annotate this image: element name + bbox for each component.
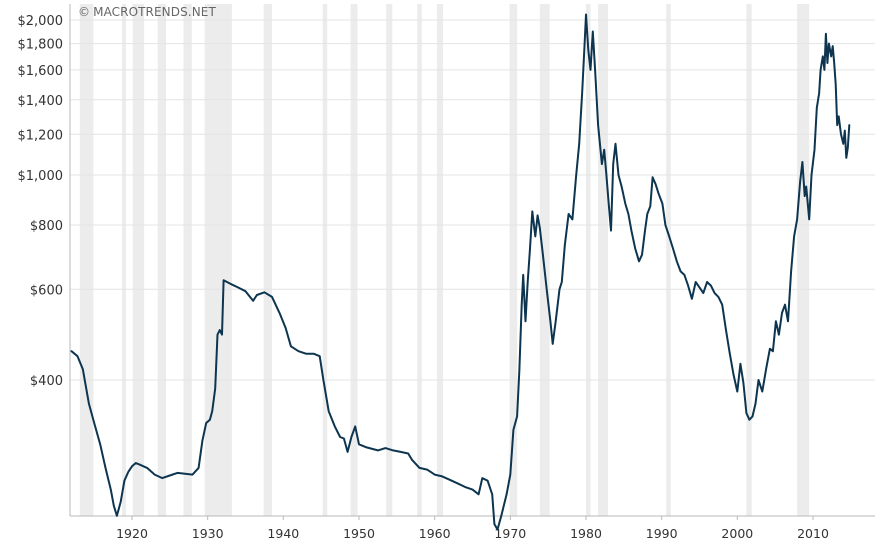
series-line [70, 13, 851, 531]
y-tick-label: $1,200 [18, 128, 64, 143]
recession-band [436, 4, 443, 516]
recession-band [586, 4, 591, 516]
x-tick-label: 2000 [721, 526, 753, 541]
recession-band [598, 4, 608, 516]
recession-band [263, 4, 272, 516]
y-tick-label: $1,000 [18, 169, 64, 184]
recession-band [509, 4, 518, 516]
watermark-text: MACROTRENDS.NET [93, 5, 216, 19]
copyright-symbol: © [78, 5, 91, 19]
recession-band [797, 4, 810, 516]
recession-band [122, 4, 126, 516]
y-tick-label: $600 [30, 283, 63, 298]
x-tick-label: 1920 [116, 526, 148, 541]
watermark: © MACROTRENDS.NET [78, 5, 216, 19]
x-tick-label: 1980 [570, 526, 602, 541]
y-tick-label: $1,800 [18, 38, 64, 53]
y-tick-label: $2,000 [18, 14, 64, 29]
recession-band [132, 4, 145, 516]
recession-band [350, 4, 358, 516]
recession-band [386, 4, 393, 516]
y-tick-label: $1,400 [18, 94, 64, 109]
x-tick-label: 1990 [646, 526, 678, 541]
x-tick-label: 1940 [267, 526, 299, 541]
recession-band [157, 4, 167, 516]
y-tick-label: $800 [30, 219, 63, 234]
x-tick-label: 1950 [343, 526, 375, 541]
recession-band [204, 4, 232, 516]
recession-band [666, 4, 671, 516]
recession-band [79, 4, 94, 516]
recession-band [183, 4, 192, 516]
recession-band [746, 4, 752, 516]
recession-band [417, 4, 422, 516]
x-tick-label: 1960 [419, 526, 451, 541]
y-tick-label: $400 [30, 374, 63, 389]
x-tick-label: 2010 [797, 526, 829, 541]
x-tick-label: 1930 [192, 526, 224, 541]
y-tick-label: $1,600 [18, 64, 64, 79]
recession-band [539, 4, 550, 516]
recession-band [322, 4, 328, 516]
x-tick-label: 1970 [494, 526, 526, 541]
